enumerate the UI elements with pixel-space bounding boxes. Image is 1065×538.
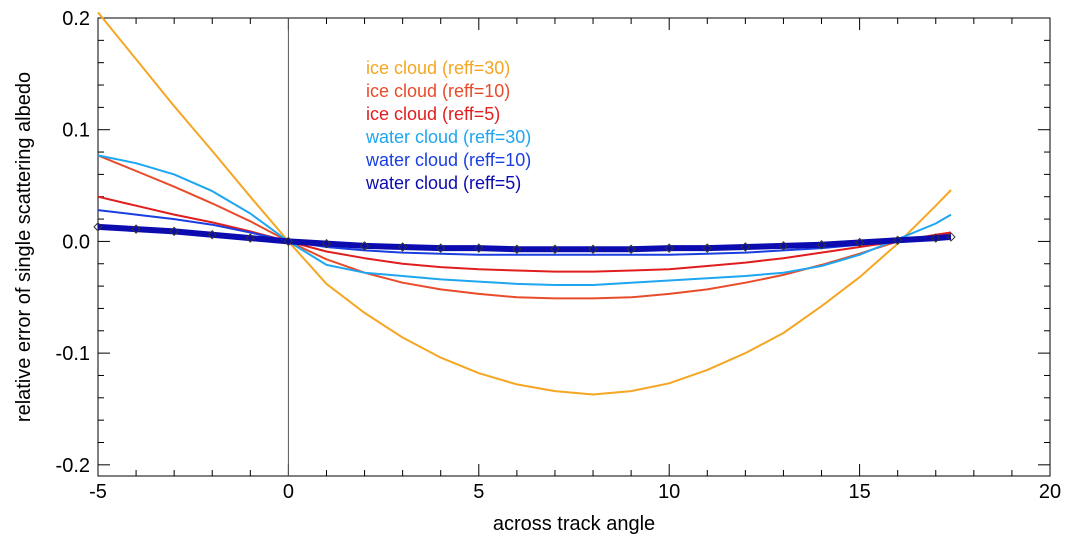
series-line <box>97 195 952 273</box>
series-group <box>97 154 952 300</box>
series-point <box>436 243 446 253</box>
x-tick-label: 20 <box>1039 481 1061 503</box>
x-tick-label: 15 <box>848 481 870 503</box>
series-point <box>931 233 941 243</box>
series-point <box>550 244 560 254</box>
series-point <box>854 237 865 248</box>
series-group <box>97 209 952 256</box>
series-point <box>283 236 294 247</box>
series-point <box>626 244 636 254</box>
y-tick-label: 0.2 <box>62 8 90 30</box>
series-point <box>245 233 256 243</box>
series-point <box>359 241 370 251</box>
series-point <box>740 242 751 252</box>
series-point <box>169 226 179 237</box>
series-lines <box>93 11 956 396</box>
series-line <box>97 11 952 396</box>
series-group <box>97 154 952 286</box>
legend-entry: ice cloud (reff=10) <box>366 81 510 101</box>
series-point <box>321 238 332 249</box>
series-point <box>664 243 674 253</box>
series-point <box>397 242 408 252</box>
series-point <box>474 243 484 253</box>
legend-entry: water cloud (reff=5) <box>365 173 521 193</box>
legend-entry: ice cloud (reff=30) <box>366 58 510 78</box>
series-group <box>93 222 956 254</box>
legend-entry: ice cloud (reff=5) <box>366 104 500 124</box>
legend: ice cloud (reff=30) ice cloud (reff=10) ic… <box>365 58 531 193</box>
legend-entry: water cloud (reff=10) <box>365 150 531 170</box>
series-point <box>207 230 217 240</box>
y-tick-label: -0.2 <box>56 455 90 477</box>
y-tick-label: 0.0 <box>62 231 90 253</box>
series-point <box>892 235 903 246</box>
series-group <box>97 195 952 273</box>
series-point <box>512 244 522 254</box>
series-line <box>97 154 952 286</box>
series-point <box>816 240 827 250</box>
y-axis-label: relative error of single scattering albe… <box>13 72 35 422</box>
series-point <box>131 224 141 234</box>
series-point <box>946 232 956 242</box>
y-tick-label: 0.1 <box>62 120 90 142</box>
series-line <box>97 223 952 253</box>
x-tick-label: 0 <box>283 481 294 503</box>
legend-entry: water cloud (reff=30) <box>365 127 531 147</box>
series-point <box>93 222 103 232</box>
x-tick-label: 10 <box>658 481 680 503</box>
series-point <box>778 241 789 251</box>
series-point <box>702 243 712 253</box>
x-tick-label: -5 <box>89 481 107 503</box>
series-point <box>588 244 598 254</box>
x-axis-label: across track angle <box>493 513 655 535</box>
y-tick-label: -0.1 <box>56 343 90 365</box>
series-group <box>97 11 952 396</box>
plot-frame <box>97 17 1051 477</box>
x-tick-label: 5 <box>473 481 484 503</box>
ticks: -5 0 5 10 15 20 -0.2 -0.1 0.0 0.1 0.2 <box>56 8 1062 503</box>
series-line <box>97 209 952 256</box>
series-line <box>97 154 952 300</box>
